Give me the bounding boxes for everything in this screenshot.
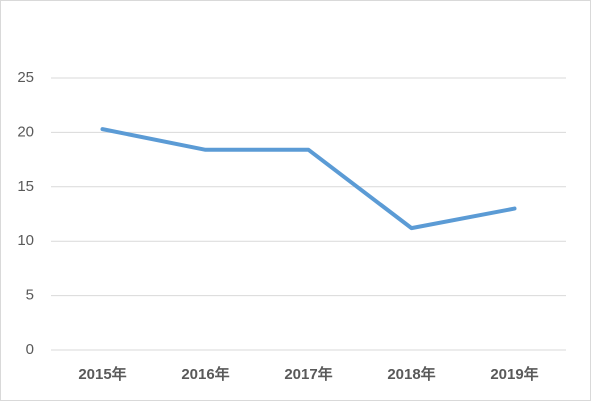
x-tick-label: 2019年 bbox=[490, 365, 538, 383]
y-tick-label: 0 bbox=[26, 341, 34, 358]
y-tick-label: 20 bbox=[17, 123, 34, 140]
y-tick-label: 25 bbox=[17, 69, 34, 86]
x-tick-label: 2016年 bbox=[181, 365, 229, 383]
y-tick-label: 5 bbox=[26, 287, 34, 304]
data-line bbox=[100, 127, 517, 231]
x-tick-label: 2017年 bbox=[284, 365, 332, 383]
y-tick-label: 10 bbox=[17, 232, 34, 249]
x-tick-label: 2018年 bbox=[387, 365, 435, 383]
y-tick-label: 15 bbox=[17, 178, 34, 195]
x-tick-label: 2015年 bbox=[78, 365, 126, 383]
